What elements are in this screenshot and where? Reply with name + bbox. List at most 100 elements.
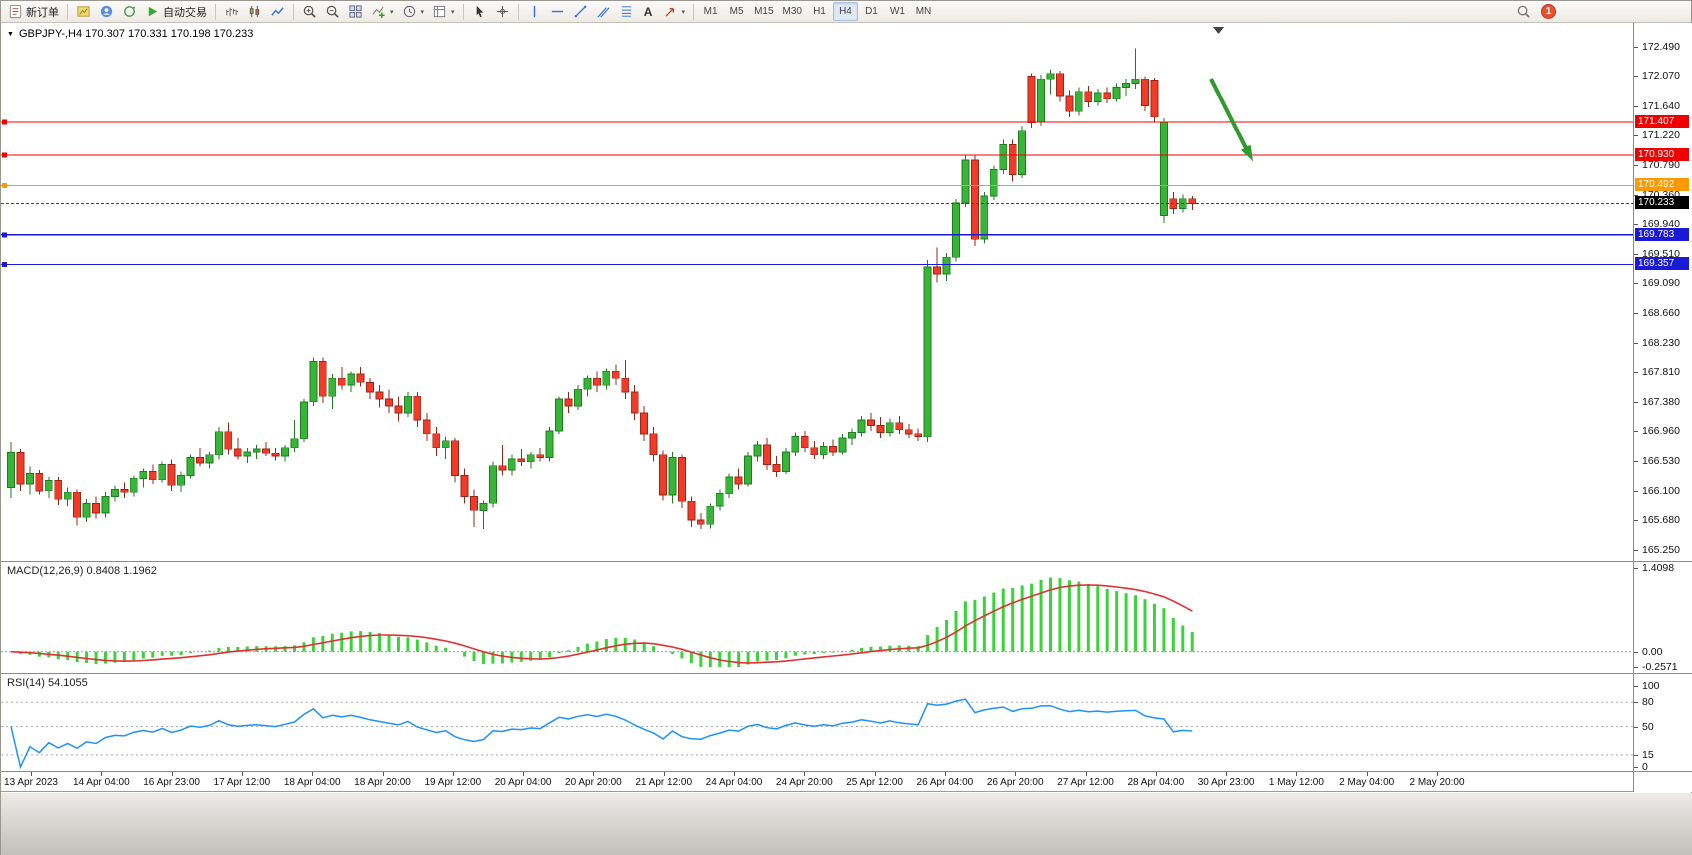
dropdown-caret-icon[interactable]: ▾ <box>451 8 455 16</box>
search-button[interactable] <box>1512 2 1535 21</box>
price-axis-label: 169.940 <box>1642 217 1680 230</box>
candle-body <box>772 463 781 472</box>
horizontal-line-button[interactable] <box>546 2 569 21</box>
candle-body <box>101 495 110 514</box>
price-line-label[interactable]: 171.407 <box>1635 114 1689 128</box>
candle-body <box>640 412 648 435</box>
macd-signal-line <box>10 584 1193 664</box>
candle-body <box>933 266 941 275</box>
notification-badge[interactable]: 1 <box>1541 4 1556 19</box>
dropdown-caret-icon[interactable]: ▾ <box>390 8 394 16</box>
candle-body <box>583 377 592 390</box>
candlestick-chart-button[interactable] <box>243 2 266 21</box>
annotation-arrow[interactable] <box>1209 78 1248 149</box>
candle-body <box>479 502 488 511</box>
cursor-button[interactable] <box>468 2 491 21</box>
time-axis-label: 18 Apr 04:00 <box>283 777 341 788</box>
timeframe-button-m30[interactable]: M30 <box>779 2 806 21</box>
candle-body <box>555 398 563 432</box>
vertical-line-button[interactable] <box>523 2 546 21</box>
candle-body <box>281 447 289 457</box>
price-axis-label: 172.070 <box>1642 69 1680 82</box>
candle-body <box>885 422 894 433</box>
templates-button[interactable]: ▾ <box>428 2 459 21</box>
candle-body <box>451 440 460 476</box>
line-handle[interactable] <box>2 261 7 267</box>
trendline-button[interactable] <box>569 2 592 21</box>
candle-body <box>385 398 393 407</box>
candle-body <box>744 455 752 485</box>
candle-body <box>375 391 384 400</box>
line-handle[interactable] <box>2 183 7 188</box>
indicators-button[interactable]: ▾ <box>367 2 398 21</box>
timeframe-button-m15[interactable]: M15 <box>750 2 777 21</box>
line-handle[interactable] <box>2 232 7 238</box>
price-axis-label: 169.090 <box>1642 276 1680 289</box>
collapse-triangle-icon[interactable]: ▼ <box>7 30 14 38</box>
fibonacci-button[interactable] <box>615 2 638 21</box>
arrow-tool-button[interactable]: ▾ <box>659 2 690 21</box>
equidistant-channel-button[interactable] <box>592 2 615 21</box>
timeframe-button-m5[interactable]: M5 <box>724 2 749 21</box>
price-line-label[interactable]: 169.783 <box>1635 227 1689 241</box>
price-line-label[interactable]: 170.492 <box>1635 178 1689 192</box>
auto-trading-icon <box>148 6 158 17</box>
price-axis-label: 172.490 <box>1642 40 1680 53</box>
dropdown-caret-icon[interactable]: ▾ <box>420 8 425 16</box>
bar-chart-button[interactable] <box>220 2 243 21</box>
timeframe-button-w1[interactable]: W1 <box>885 2 910 21</box>
timeframe-button-h4[interactable]: H4 <box>832 2 858 21</box>
price-scale[interactable]: 172.490 172.070 171.640 171.220 170.790 170.3… <box>1633 23 1692 792</box>
dropdown-caret-icon[interactable]: ▾ <box>681 8 686 16</box>
charts-button[interactable] <box>72 2 95 21</box>
candle-body <box>73 491 81 518</box>
rsi-label-text: RSI(14) 54.1055 <box>7 677 88 689</box>
price-chart[interactable] <box>1 23 1633 561</box>
scale-tick <box>1634 76 1638 77</box>
candle-body <box>328 377 337 397</box>
tile-windows-button[interactable] <box>344 2 367 21</box>
candle-body <box>791 436 800 453</box>
zoom-in-button[interactable] <box>298 2 321 21</box>
price-line-label[interactable]: 170.930 <box>1635 148 1689 162</box>
candle-body <box>366 381 375 393</box>
timeframe-button-d1[interactable]: D1 <box>859 2 884 21</box>
scale-tick <box>1634 283 1638 284</box>
candle-body <box>734 476 743 485</box>
timeframe-button-m1[interactable]: M1 <box>698 2 723 21</box>
new-order-button[interactable]: 新订单 <box>4 2 63 21</box>
scale-tick <box>1634 686 1638 687</box>
zoom-out-button[interactable] <box>321 2 344 21</box>
scale-tick <box>1634 313 1638 314</box>
panel-separator[interactable] <box>1 673 1692 674</box>
rsi-panel[interactable] <box>1 674 1633 771</box>
candle-body <box>1056 73 1064 97</box>
candle-body <box>971 159 979 240</box>
scale-tick <box>1634 402 1638 403</box>
price-axis-label: 167.810 <box>1642 365 1680 378</box>
candle-body <box>867 419 875 426</box>
macd-label-text: MACD(12,26,9) 0.8408 1.1962 <box>7 565 157 577</box>
toolbar-separator <box>67 3 68 20</box>
text-tool-button[interactable]: A <box>638 2 659 21</box>
timeframe-button-h1[interactable]: H1 <box>807 2 832 21</box>
timeframe-button-mn[interactable]: MN <box>911 2 936 21</box>
line-handle[interactable] <box>2 152 7 158</box>
candle-body <box>517 458 526 463</box>
profiles-button[interactable] <box>95 2 118 21</box>
candle-body <box>111 489 119 497</box>
chart-shift-marker-icon[interactable] <box>1213 27 1224 34</box>
refresh-button[interactable] <box>118 2 141 21</box>
time-axis[interactable]: 13 Apr 2023 14 Apr 04:00 16 Apr 23:00 17 Ap… <box>1 772 1633 792</box>
crosshair-button[interactable] <box>491 2 514 21</box>
panel-separator[interactable] <box>1 561 1692 562</box>
price-axis-label: 167.380 <box>1642 395 1680 408</box>
price-line-label[interactable]: 169.357 <box>1635 257 1689 271</box>
line-chart-button[interactable] <box>266 2 289 21</box>
periods-button[interactable]: ▾ <box>398 2 429 21</box>
annotation-arrow-head[interactable] <box>1240 144 1253 161</box>
line-handle[interactable] <box>2 119 7 125</box>
auto-trading-button[interactable]: 自动交易 <box>141 2 211 21</box>
macd-panel[interactable] <box>1 562 1633 673</box>
macd-histogram <box>18 577 1194 667</box>
